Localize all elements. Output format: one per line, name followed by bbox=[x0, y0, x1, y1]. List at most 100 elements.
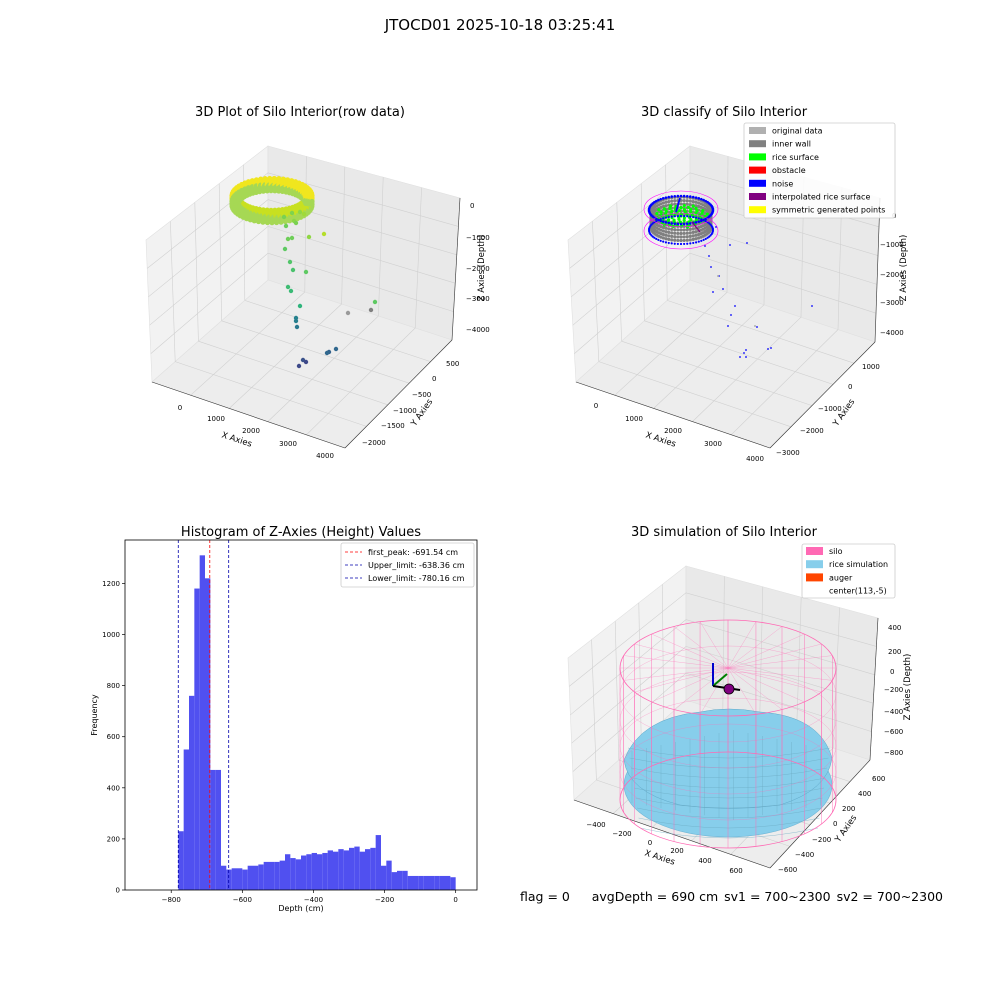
histogram-bar bbox=[306, 854, 312, 890]
silo-roof-rib bbox=[727, 667, 822, 693]
histogram-title: Histogram of Z-Axies (Height) Values bbox=[181, 525, 421, 540]
histogram-bar bbox=[359, 851, 365, 890]
raw-point bbox=[287, 259, 293, 265]
noise-point bbox=[686, 215, 689, 218]
inner-wall-point bbox=[667, 230, 671, 234]
silo-roof-rib bbox=[727, 667, 783, 710]
noise-point bbox=[683, 242, 686, 246]
inner-wall-point bbox=[659, 202, 663, 206]
panel-classify-y-tick: 1000 bbox=[862, 363, 880, 371]
noise-point bbox=[697, 240, 700, 243]
rice-surface-point bbox=[700, 211, 704, 215]
grid-line bbox=[571, 646, 874, 744]
noise-point bbox=[727, 325, 729, 327]
grid-line bbox=[616, 202, 622, 342]
noise-point bbox=[654, 199, 658, 203]
legend-swatch bbox=[749, 193, 766, 200]
noise-point bbox=[682, 222, 686, 226]
noise-point bbox=[655, 237, 658, 240]
silo-roof-rib bbox=[673, 667, 729, 710]
panel-classify-z-tick: −4000 bbox=[880, 329, 904, 337]
panel-sim-x-tick: 400 bbox=[698, 857, 711, 865]
noise-point bbox=[734, 305, 736, 307]
noise-point bbox=[664, 216, 668, 219]
histogram-bar bbox=[439, 875, 445, 890]
inner-wall-point bbox=[691, 237, 695, 241]
histogram-bar bbox=[237, 868, 243, 890]
noise-point bbox=[673, 222, 677, 226]
noise-point bbox=[700, 197, 703, 201]
noise-point bbox=[708, 235, 711, 238]
panel-classify-y-tick: −2000 bbox=[800, 427, 824, 435]
rice-surface-point bbox=[689, 207, 693, 212]
legend-first-peak-label: first_peak: -691.54 cm bbox=[368, 548, 458, 557]
rice-mesh bbox=[627, 747, 831, 759]
noise-point bbox=[670, 222, 674, 225]
inner-wall-point bbox=[676, 228, 680, 232]
grid-line bbox=[149, 226, 456, 326]
noise-point bbox=[702, 198, 705, 202]
grid-line bbox=[147, 172, 459, 269]
noise-point bbox=[700, 219, 703, 223]
inner-wall-point bbox=[685, 199, 689, 203]
histogram-bar bbox=[183, 749, 189, 890]
grid-line bbox=[692, 316, 802, 422]
panel-classify-x-tick: 3000 bbox=[704, 440, 722, 448]
panel-sim-z-tick: −200 bbox=[884, 686, 903, 694]
noise-point bbox=[676, 242, 679, 246]
inner-wall-point bbox=[682, 235, 686, 239]
noise-point bbox=[706, 236, 709, 239]
panel-sim-x-tick: −400 bbox=[586, 821, 605, 829]
y-tick-label: 200 bbox=[107, 835, 120, 843]
inner-wall-point bbox=[691, 207, 695, 211]
grid-line bbox=[759, 586, 764, 725]
legend-label: auger bbox=[829, 573, 853, 582]
rice-surface-point bbox=[670, 209, 674, 213]
legend-label: silo bbox=[829, 547, 843, 556]
noise-point bbox=[686, 242, 689, 245]
inner-wall-point bbox=[694, 233, 698, 237]
noise-point bbox=[670, 215, 673, 218]
raw-point bbox=[303, 359, 309, 365]
noise-point bbox=[697, 217, 700, 220]
noise-point bbox=[700, 218, 703, 221]
raw-point bbox=[296, 363, 302, 369]
noise-point bbox=[679, 194, 683, 198]
histogram-bar bbox=[381, 865, 387, 890]
grid-line bbox=[591, 639, 597, 781]
panel-sim-y-tick: 0 bbox=[833, 820, 837, 828]
panel-classify-3d: 3D classify of Silo Interior 0 1000 2000… bbox=[567, 105, 909, 463]
histogram-bar bbox=[274, 861, 280, 890]
noise-point bbox=[722, 288, 724, 290]
inner-wall-point bbox=[697, 225, 701, 230]
inner-wall-point bbox=[682, 231, 686, 236]
legend-label: interpolated rice surface bbox=[772, 193, 870, 202]
inner-wall-point bbox=[659, 205, 663, 209]
histogram-bar bbox=[263, 861, 269, 890]
silo-roof-rib bbox=[673, 626, 729, 669]
inner-wall-point bbox=[685, 228, 689, 232]
histogram-bar bbox=[242, 869, 248, 890]
histogram-bar bbox=[279, 860, 285, 890]
inner-wall-point bbox=[691, 230, 695, 234]
raw-point bbox=[289, 210, 295, 216]
histogram-bar bbox=[269, 861, 275, 890]
histogram-bar bbox=[247, 865, 253, 890]
z-axis-line bbox=[874, 197, 881, 343]
panel-sim-z-tick: 400 bbox=[888, 624, 901, 632]
panel-raw-y-tick: −500 bbox=[412, 391, 431, 399]
inner-wall-point bbox=[699, 232, 703, 236]
inner-wall-point bbox=[670, 227, 674, 231]
noise-point bbox=[659, 218, 662, 221]
grid-line bbox=[244, 300, 431, 362]
inner-wall-point bbox=[667, 237, 671, 241]
noise-point bbox=[770, 347, 772, 349]
inner-wall-point bbox=[697, 204, 701, 209]
panel-raw-x-tick: 2000 bbox=[242, 427, 260, 435]
rice-surface-point bbox=[705, 212, 709, 216]
panel-sim-y-tick: −200 bbox=[812, 836, 831, 844]
noise-point bbox=[708, 255, 710, 257]
silo-roof-rib bbox=[699, 621, 729, 669]
noise-point bbox=[679, 242, 683, 246]
noise-point bbox=[662, 217, 665, 220]
